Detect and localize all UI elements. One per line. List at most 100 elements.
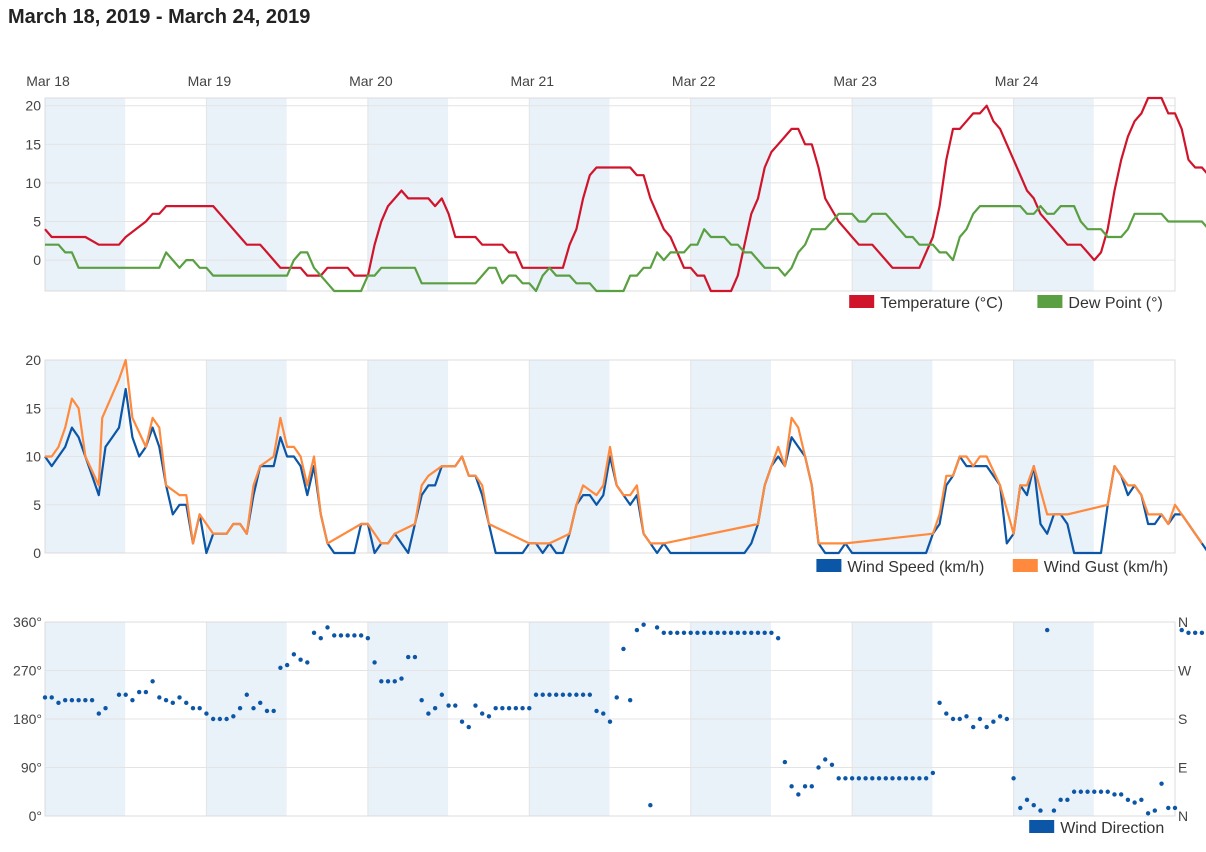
wind-direction-point [1118,792,1124,797]
legends: Dew Point (°) Temperature (°C) Wind Gust (… [816,295,1168,837]
wind-direction-point [83,697,88,703]
legend-swatch-temperature-c [849,295,875,308]
wind-direction-point [325,625,330,630]
wind-direction-point [594,708,599,714]
wind-direction-point [890,776,895,781]
legend-label-wind-speed-km-h: Wind Speed (km/h) [847,559,984,576]
day-label: Mar 24 [995,73,1039,89]
wind-direction-point [775,635,781,641]
wind-direction-point [1192,630,1198,635]
wind-direction-point [648,803,653,808]
wind-direction-point [917,776,922,781]
wind-direction-point [143,689,149,695]
y-tick-label: 5 [33,214,41,230]
wind-direction-point [379,679,384,684]
wind-direction-point [641,622,646,627]
wind-direction-point [210,716,216,722]
day-labels: Mar 18 Mar 19 Mar 20 Mar 21 Mar 22 Mar 23 Mar … [26,73,1038,89]
wind-direction-point [123,692,128,697]
wind-direction-point [184,700,189,706]
wind-direction-point [157,695,162,700]
wind-direction-point [493,706,498,711]
gridlines [44,97,1176,817]
wind-direction-point [1145,811,1151,816]
legend-swatch-dew-point [1037,295,1063,308]
wind-direction-point [1051,808,1057,813]
wind-direction-point [96,711,102,716]
wind-direction-point [997,714,1003,719]
wind-direction-point [654,625,660,630]
y-tick-label: 20 [25,352,41,368]
wind-direction-point [923,776,929,781]
wind-direction-point [305,660,310,665]
day-label: Mar 23 [833,73,877,89]
y-tick-label: 360° [13,614,42,630]
wind-direction-point [722,630,727,635]
wind-direction-point [782,759,788,765]
wind-direction-point [224,716,229,722]
wind-direction-point [332,633,337,638]
wind-direction-point [170,700,175,706]
wind-direction-point [419,697,424,703]
wind-direction-point [661,630,667,635]
wind-direction-point [856,776,862,781]
legend-label-temperature-c: Temperature (°C) [880,295,1003,312]
wind-direction-point [89,697,95,703]
wind-direction-point [352,633,357,638]
wind-direction-point [473,703,478,708]
y-tick-label: 90° [21,760,42,776]
y-tick-label: 20 [25,98,41,114]
wind-direction-point [614,695,619,700]
wind-direction-point [406,654,411,660]
wind-direction-point [587,692,593,697]
wind-direction-point [278,665,283,671]
wind-direction-point [681,630,687,635]
y-tick-label: 180° [13,711,42,727]
wind-direction-point [836,776,841,781]
wind-direction-point [749,630,754,635]
wind-direction-point [76,697,81,703]
wind-direction-point [453,703,458,708]
wind-direction-point [991,719,996,724]
wind-gust-km-h-line [45,358,1203,545]
legend-label-dew-point: Dew Point (°) [1068,295,1162,312]
wind-direction-point [1058,797,1063,803]
wind-direction-point [634,627,640,633]
wind-direction-point [701,630,707,635]
wind-direction-points [42,622,1205,816]
y-tick-label: 15 [25,136,41,152]
wind-direction-point [244,692,249,697]
night-band [1013,98,1094,291]
wind-direction-point [849,776,855,781]
wind-direction-point [103,706,108,711]
night-band [852,98,933,291]
wind-direction-point [500,706,505,711]
temperature-c-line [44,96,1206,293]
wind-direction-point [298,657,303,662]
wind-direction-point [365,635,371,641]
y-tick-label-right: S [1178,711,1187,727]
wind-direction-point [897,776,902,781]
wind-direction-point [190,706,196,711]
wind-direction-point [150,679,155,684]
wind-direction-point [69,697,75,703]
y-tick-label-right: E [1178,760,1187,776]
legend-swatch-wind-gust-km-h [1012,559,1038,572]
wind-direction-point [755,630,761,635]
wind-direction-point [1179,627,1184,633]
wind-direction-point [177,695,182,700]
y-tick-label-right: N [1178,808,1188,824]
wind-direction-point [1085,789,1090,794]
wind-direction-point [237,706,243,711]
wind-direction-point [1139,797,1144,803]
wind-direction-point [1092,789,1097,794]
wind-direction-point [520,706,525,711]
wind-direction-point [311,630,317,635]
wind-direction-point [385,679,391,684]
dew-point-line [45,205,1206,293]
wind-direction-point [399,676,404,681]
wind-direction-point [1071,789,1077,794]
wind-direction-point [1125,797,1131,803]
wind-direction-point [217,716,223,722]
wind-direction-point [204,711,209,716]
